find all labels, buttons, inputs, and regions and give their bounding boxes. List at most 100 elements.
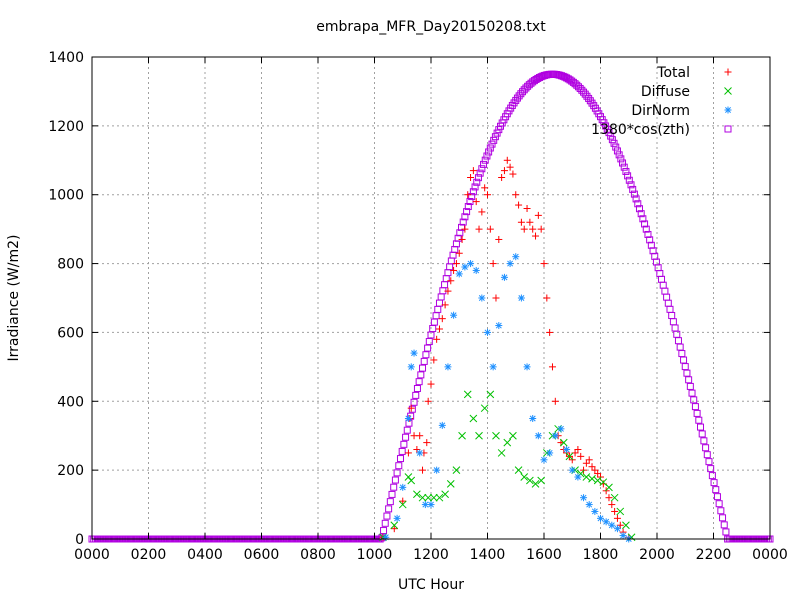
data-point xyxy=(407,363,415,371)
data-point xyxy=(480,404,489,413)
clearsky-point xyxy=(468,193,476,201)
data-point xyxy=(382,533,390,541)
clearsky-point xyxy=(483,152,491,160)
clearsky-point xyxy=(424,344,432,352)
clearsky-point xyxy=(695,416,703,424)
data-point xyxy=(512,253,520,261)
x-axis: 0000 0200 0400 0600 0800 1000 1200 1400 1600 1800… xyxy=(74,57,788,563)
clearsky-point xyxy=(635,205,643,213)
y-tick-label: 1400 xyxy=(48,50,84,66)
clearsky-point xyxy=(386,498,394,506)
data-point xyxy=(532,232,540,240)
data-point xyxy=(503,438,512,447)
clearsky-point xyxy=(480,160,488,168)
clearsky-point xyxy=(613,147,621,155)
clearsky-point xyxy=(485,148,493,156)
data-point xyxy=(597,514,604,522)
clearsky-point xyxy=(686,382,694,390)
legend-marker xyxy=(724,125,732,133)
clearsky-point xyxy=(712,486,720,494)
clearsky-point xyxy=(639,215,647,223)
clearsky-point xyxy=(708,472,716,480)
clearsky-point xyxy=(454,234,462,242)
data-point xyxy=(486,390,495,399)
data-point xyxy=(484,328,491,336)
data-point xyxy=(472,198,480,206)
clearsky-point xyxy=(388,490,396,498)
y-tick-label: 1000 xyxy=(48,188,84,204)
clearsky-point xyxy=(629,185,637,193)
data-point xyxy=(489,363,497,371)
chart-title: embrapa_MFR_Day20150208.txt xyxy=(316,19,546,35)
clearsky-point xyxy=(464,203,472,211)
x-tick-label: 0800 xyxy=(300,547,336,563)
data-point xyxy=(399,483,407,491)
data-point xyxy=(509,170,517,178)
clearsky-point xyxy=(612,143,620,151)
x-tick-label: 2000 xyxy=(639,547,675,563)
clearsky-point xyxy=(461,213,469,221)
data-point xyxy=(407,404,415,412)
data-point xyxy=(423,439,431,447)
data-point xyxy=(438,315,446,323)
clearsky-point xyxy=(491,133,499,141)
data-point xyxy=(461,225,469,233)
data-point xyxy=(469,167,477,175)
clearsky-point xyxy=(710,479,718,487)
data-point xyxy=(481,184,489,192)
data-point xyxy=(526,218,534,226)
data-point xyxy=(605,494,613,502)
clearsky-point xyxy=(624,172,632,180)
data-point xyxy=(574,445,582,453)
data-point xyxy=(416,449,424,457)
clearsky-point xyxy=(608,136,616,144)
clearsky-point xyxy=(459,218,467,226)
data-point xyxy=(413,490,421,499)
data-point xyxy=(616,507,625,516)
clearsky-point xyxy=(713,493,721,501)
clearsky-point xyxy=(705,458,713,466)
clearsky-point xyxy=(617,155,625,163)
data-point xyxy=(585,456,593,464)
clearsky-point xyxy=(715,500,723,508)
x-tick-label: 1600 xyxy=(526,547,562,563)
clearsky-point xyxy=(722,528,730,536)
data-point xyxy=(548,363,556,371)
legend-marker xyxy=(724,68,732,76)
data-point xyxy=(399,497,407,505)
clearsky-point xyxy=(403,426,411,434)
data-point xyxy=(450,311,458,319)
clearsky-point xyxy=(407,412,415,420)
clearsky-point xyxy=(615,151,623,159)
clearsky-point xyxy=(420,357,428,365)
data-point xyxy=(529,225,537,233)
clearsky-point xyxy=(383,512,391,520)
clearsky-point xyxy=(707,465,715,473)
data-point xyxy=(478,208,486,216)
data-point xyxy=(484,191,491,199)
y-axis-label: Irradiance (W/m2) xyxy=(6,235,22,362)
data-point xyxy=(613,525,621,533)
data-point xyxy=(475,225,483,233)
data-point xyxy=(404,449,412,457)
data-point xyxy=(469,414,478,423)
data-point xyxy=(546,328,554,336)
data-point xyxy=(393,514,401,522)
clearsky-point xyxy=(700,437,708,445)
data-point xyxy=(444,363,452,371)
data-point xyxy=(416,432,424,440)
data-point xyxy=(534,211,542,219)
data-point xyxy=(435,493,444,502)
data-point xyxy=(430,356,438,364)
data-point xyxy=(446,480,455,488)
y-tick-label: 0 xyxy=(75,532,84,548)
data-point xyxy=(427,501,435,509)
data-point xyxy=(475,431,483,440)
clearsky-point xyxy=(637,210,645,218)
data-point xyxy=(608,501,616,509)
data-point xyxy=(517,294,525,302)
y-axis: 0 200 400 600 800 1000 1200 1400 xyxy=(48,50,770,548)
data-point xyxy=(427,380,435,388)
clearsky-point xyxy=(697,423,705,431)
data-point xyxy=(611,507,619,515)
